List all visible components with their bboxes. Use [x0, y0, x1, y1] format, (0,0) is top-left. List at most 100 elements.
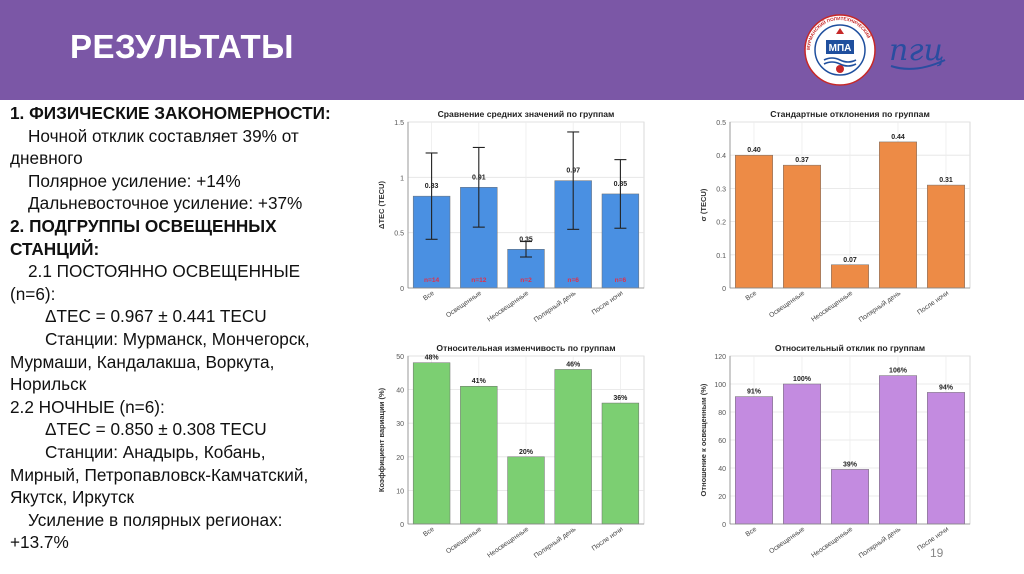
y-tick-label: 120 — [714, 354, 726, 361]
data-label: 106% — [889, 368, 908, 375]
x-tick-label: Полярный день — [532, 525, 577, 560]
text-line: Норильск — [10, 374, 87, 395]
data-label: 0.97 — [566, 168, 580, 175]
text-line: Усиление в полярных регионах: — [28, 509, 283, 530]
bar — [735, 154, 773, 289]
x-tick-label: Все — [745, 526, 759, 539]
count-label: n=12 — [471, 277, 487, 284]
count-label: n=2 — [520, 277, 532, 284]
university-emblem-logo: МУРМАНСКИЙ ПОЛИТЕХНИЧЕСКИЙ МПА — [804, 14, 876, 86]
y-axis-label: ΔTEC (TECU) — [377, 181, 386, 229]
x-tick-label: После ночи — [591, 526, 625, 553]
y-tick-label: 80 — [718, 410, 726, 417]
data-label: 91% — [747, 389, 762, 396]
x-tick-label: Освещенные — [445, 526, 483, 556]
subsection-2-2-heading: 2.2 НОЧНЫЕ (n=6): — [10, 396, 165, 417]
y-tick-label: 40 — [718, 466, 726, 473]
data-label: 0.91 — [472, 174, 486, 181]
y-tick-label: 0 — [400, 286, 404, 293]
y-tick-label: 0.5 — [716, 120, 726, 127]
x-tick-label: Освещенные — [768, 290, 806, 320]
bar — [927, 392, 965, 525]
text-line: Полярное усиление: +14% — [28, 170, 241, 191]
chart-title: Относительный отклик по группам — [775, 343, 925, 353]
data-label: 41% — [472, 378, 487, 385]
results-text: 1. ФИЗИЧЕСКИЕ ЗАКОНОМЕРНОСТИ: Ночной отк… — [10, 102, 362, 554]
section-2-heading: 2. ПОДГРУППЫ ОСВЕЩЕННЫХ — [10, 215, 277, 236]
y-tick-label: 0.2 — [716, 220, 726, 227]
section-2-heading-cont: СТАНЦИЙ: — [10, 238, 100, 259]
text-line: Станции: Анадырь, Кобань, — [45, 441, 266, 462]
data-label: 36% — [613, 395, 628, 402]
bar — [507, 456, 545, 525]
x-tick-label: После ночи — [916, 290, 950, 317]
data-label: 0.07 — [843, 257, 857, 264]
x-tick-label: Неосвещенные — [810, 290, 854, 324]
logo-main-text: МПА — [829, 43, 852, 54]
text-line: дневного — [10, 148, 83, 169]
x-tick-label: Все — [422, 526, 436, 539]
y-tick-label: 0 — [400, 522, 404, 529]
y-tick-label: 1.5 — [394, 120, 404, 127]
x-tick-label: Полярный день — [857, 525, 902, 560]
y-tick-label: 0.1 — [716, 253, 726, 260]
data-label: 0.85 — [614, 181, 628, 188]
bar — [831, 264, 869, 289]
data-label: 100% — [793, 376, 812, 383]
y-tick-label: 50 — [396, 354, 404, 361]
text-line: Мурмаши, Кандалакша, Воркута, — [10, 351, 275, 372]
data-label: 39% — [843, 461, 858, 468]
y-tick-label: 100 — [714, 382, 726, 389]
page-number: 19 — [930, 546, 944, 560]
bar — [601, 402, 640, 525]
x-tick-label: Полярный день — [857, 289, 902, 324]
text-line: Мирный, Петропавловск-Камчатский, — [10, 464, 309, 485]
y-axis-label: σ (TECU) — [699, 188, 708, 221]
y-tick-label: 40 — [396, 388, 404, 395]
bar — [783, 164, 821, 289]
x-tick-label: Освещенные — [768, 526, 806, 556]
count-label: n=6 — [615, 277, 627, 284]
y-tick-label: 0.3 — [716, 186, 726, 193]
data-label: 46% — [566, 361, 581, 368]
y-tick-label: 20 — [396, 455, 404, 462]
script-logo-text: пгц — [889, 33, 944, 68]
text-line: Якутск, Иркутск — [10, 487, 135, 508]
bar — [735, 396, 773, 525]
text-line: ΔTEC = 0.850 ± 0.308 TECU — [45, 419, 267, 440]
y-tick-label: 0.4 — [716, 153, 726, 160]
y-tick-label: 10 — [396, 488, 404, 495]
data-label: 0.40 — [747, 147, 761, 154]
text-line: Станции: Мурманск, Мончегорск, — [45, 328, 310, 349]
chart-relative-variability: 0 10 20 30 40 50 Относительная изменчивость по… — [368, 336, 654, 568]
text-line: Дальневосточное усиление: +37% — [28, 193, 303, 214]
section-1-heading: 1. ФИЗИЧЕСКИЕ ЗАКОНОМЕРНОСТИ: — [10, 103, 331, 123]
bar — [460, 385, 498, 525]
count-label: n=6 — [567, 277, 579, 284]
y-tick-label: 20 — [718, 494, 726, 501]
bar — [927, 184, 965, 289]
script-logo: пгц — [889, 33, 946, 70]
x-tick-label: После ночи — [591, 290, 625, 317]
chart-std-deviation: 0 0.1 0.2 0.3 0.4 0.5 Стандартные отклонения п… — [690, 104, 980, 328]
subsection-2-1-heading: 2.1 ПОСТОЯННО ОСВЕЩЕННЫЕ — [28, 261, 301, 282]
bar — [554, 369, 592, 525]
x-tick-label: Освещенные — [445, 290, 483, 320]
bar — [879, 375, 917, 525]
bar — [783, 383, 821, 525]
text-line: ΔTEC = 0.967 ± 0.441 TECU — [45, 306, 267, 327]
y-axis-label: Отношение к освещенным (%) — [699, 383, 708, 496]
data-label: 0.37 — [795, 157, 809, 164]
data-label: 0.31 — [939, 177, 953, 184]
chart-mean-comparison: 0 0.5 1 1.5 Сравнение средних значений по гр… — [368, 104, 654, 328]
text-line: (n=6): — [10, 283, 56, 304]
data-label: 20% — [519, 449, 534, 456]
y-axis-label: Коэффициент вариации (%) — [377, 387, 386, 492]
chart-relative-response: 0 20 40 60 80 100 120 Относительный отклик по г… — [690, 336, 980, 568]
x-tick-label: Все — [422, 290, 436, 303]
chart-title: Сравнение средних значений по группам — [438, 109, 615, 119]
y-tick-label: 1 — [400, 175, 404, 182]
y-tick-label: 0 — [722, 522, 726, 529]
y-tick-label: 0.5 — [394, 231, 404, 238]
bar — [831, 469, 869, 525]
